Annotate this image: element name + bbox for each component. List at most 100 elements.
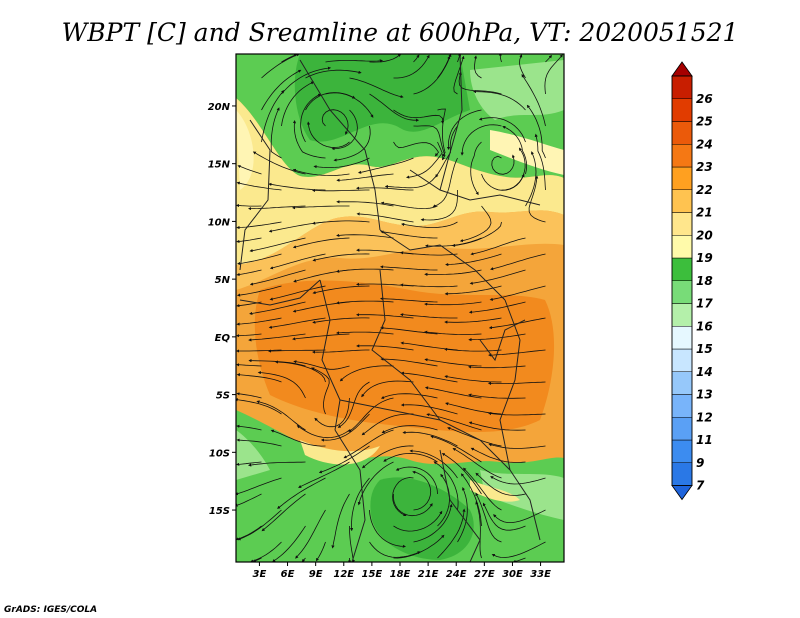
streamline [445, 253, 502, 267]
colorbar: 7 9 11 12 13 14 15 16 17 18 19 20 21 22 23 24 25 26 [671, 61, 713, 501]
colorbar-label: 24 [696, 137, 713, 151]
streamline [400, 283, 458, 288]
streamline [293, 360, 350, 370]
chart-title: WBPT [C] and Sreamline at 600hPa, VT: 20… [62, 18, 739, 47]
colorbar-label: 21 [696, 206, 713, 220]
streamline [493, 509, 546, 523]
streamline [356, 186, 414, 191]
streamline [446, 109, 482, 150]
shade-lightgreen-north [470, 60, 564, 120]
streamline [482, 502, 526, 531]
streamline [488, 349, 546, 357]
streamline [457, 487, 468, 543]
streamline [487, 381, 546, 385]
streamline [305, 69, 362, 79]
streamline [312, 317, 370, 324]
streamline [268, 317, 326, 329]
streamline [305, 92, 356, 111]
x-tick-label: 24E [446, 569, 467, 580]
streamline [315, 541, 326, 562]
streamline [236, 461, 262, 466]
streamline [444, 347, 502, 352]
streamline [475, 492, 502, 543]
streamline [369, 541, 421, 558]
streamline [369, 93, 420, 122]
streamline [512, 557, 526, 562]
streamline [460, 124, 502, 156]
streamline [545, 55, 553, 63]
colorbar-segment [671, 98, 693, 122]
streamline [544, 54, 563, 95]
streamline [528, 175, 546, 223]
streamline [521, 74, 546, 127]
shade-green-south-dark [370, 477, 474, 560]
streamline [236, 349, 282, 353]
streamline [469, 269, 526, 285]
streamline [281, 81, 315, 127]
streamline [473, 55, 482, 79]
streamline [249, 269, 306, 286]
streamline [400, 251, 458, 256]
y-tick-label: EQ [215, 333, 231, 344]
colorbar-segment [671, 121, 693, 145]
streamline [393, 510, 443, 532]
streamline [369, 509, 406, 548]
colorbar-label: 12 [696, 410, 713, 424]
streamline [424, 330, 482, 335]
streamline [489, 285, 546, 301]
x-tick-label: 27E [474, 569, 495, 580]
streamline [441, 453, 482, 495]
streamline [380, 230, 438, 239]
streamline [249, 301, 306, 315]
colorbar-label: 9 [696, 456, 704, 470]
streamline [381, 425, 438, 434]
streamline [406, 141, 443, 179]
colorbar-label: 7 [696, 479, 705, 493]
streamline [248, 461, 306, 467]
streamline [361, 380, 414, 398]
streamline [281, 66, 332, 95]
streamline [470, 237, 526, 256]
streamline [349, 77, 404, 99]
streamline [392, 477, 414, 517]
streamline [248, 205, 306, 211]
colorbar-cap-top [671, 61, 693, 77]
streamlines [236, 54, 563, 562]
streamline [413, 503, 453, 543]
streamline [452, 447, 502, 479]
colorbar-label: 25 [696, 115, 713, 129]
streamline [357, 157, 414, 174]
streamline [337, 381, 370, 428]
streamline [444, 285, 502, 296]
streamline [237, 509, 282, 541]
streamline [424, 269, 482, 276]
streamline [349, 526, 355, 562]
streamline [236, 398, 282, 415]
colorbar-segment [671, 235, 693, 259]
y-tick-label: 10S [209, 448, 230, 459]
colorbar-segment [671, 348, 693, 372]
colorbar-segment [671, 280, 693, 304]
streamline [267, 349, 326, 353]
streamline [311, 367, 330, 415]
colorbar-label: 11 [696, 433, 713, 447]
streamline [252, 151, 306, 175]
y-tick-label: 15S [209, 506, 230, 517]
colorbar-segment [671, 394, 693, 418]
streamline [361, 413, 414, 436]
colorbar-segment [671, 189, 693, 213]
streamline [236, 438, 282, 447]
streamline [325, 59, 383, 63]
streamline [380, 326, 438, 335]
streamline [502, 126, 528, 175]
x-axis: 3E 6E 9E 12E 15E 18E 21E 24E 27E 30E 33E [253, 562, 551, 580]
streamline [292, 120, 326, 159]
streamline [336, 200, 394, 207]
streamline [498, 54, 502, 63]
colorbar-segment [671, 303, 693, 327]
streamline [236, 424, 262, 431]
streamline [336, 331, 394, 335]
streamline [526, 104, 546, 159]
streamline [261, 493, 306, 532]
